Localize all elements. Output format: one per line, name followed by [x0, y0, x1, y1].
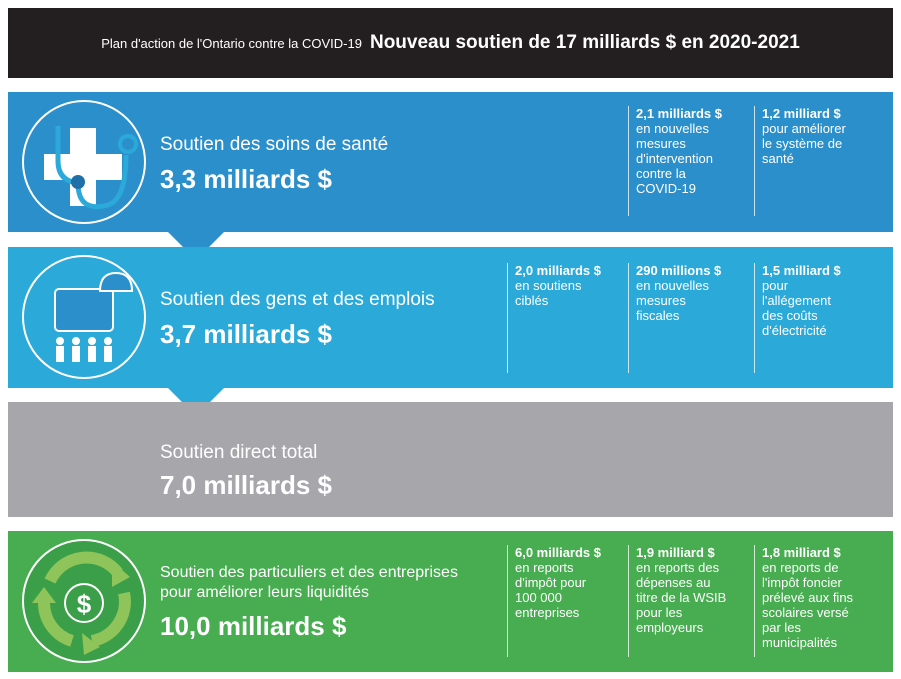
item-amount: 290 millions $	[636, 263, 722, 278]
item-amount: 1,9 milliard $	[636, 545, 715, 560]
liquidity-section: $ Soutien des particuliers et des entrep…	[8, 531, 893, 672]
item-text: en reports d'impôt pour 100 000 entrepri…	[515, 560, 587, 620]
section-amount: 7,0 milliards $	[160, 470, 332, 500]
item-amount: 6,0 milliards $	[515, 545, 601, 560]
section-label: Soutien des soins de santé	[160, 134, 389, 155]
briefcase-people-icon	[22, 255, 146, 379]
svg-text:$: $	[77, 589, 92, 619]
breakdown-item: 2,1 milliards $ en nouvelles mesures d'in…	[628, 106, 754, 216]
item-amount: 2,0 milliards $	[515, 263, 601, 278]
breakdown-item: 1,5 milliard $ pour l'allégement des coût…	[754, 263, 880, 373]
breakdown-item: 290 millions $ en nouvelles mesures fisca…	[628, 263, 754, 373]
section-amount: 10,0 milliards $	[160, 611, 347, 641]
section-label: Soutien des gens et des emplois	[160, 289, 435, 310]
section-label: Soutien direct total	[160, 442, 318, 463]
item-text: en nouvelles mesures fiscales	[636, 278, 709, 323]
direct-total-section: Soutien direct total 7,0 milliards $	[8, 402, 893, 517]
section-amount: 3,7 milliards $	[160, 319, 332, 349]
section-label: Soutien des particuliers et des entrepri…	[160, 564, 458, 601]
section-amount: 3,3 milliards $	[160, 164, 332, 194]
health-section: Soutien des soins de santé 3,3 milliards…	[8, 92, 893, 232]
stethoscope-cross-icon	[22, 100, 146, 224]
header-subtitle: Plan d'action de l'Ontario contre la COV…	[101, 35, 362, 51]
header-title: Nouveau soutien de 17 milliards $ en 202…	[369, 32, 800, 53]
breakdown-item: 1,2 milliard $ pour améliorer le système …	[754, 106, 880, 216]
breakdown-item: 1,8 milliard $ en reports de l'impôt fonc…	[754, 545, 880, 657]
item-amount: 1,2 milliard $	[762, 106, 841, 121]
people-jobs-section: Soutien des gens et des emplois 3,7 mill…	[8, 247, 893, 388]
breakdown-item: 2,0 milliards $ en soutiens ciblés	[507, 263, 633, 373]
dollar-cycle-icon: $	[22, 539, 146, 663]
item-text: pour améliorer le système de santé	[762, 121, 846, 166]
item-text: pour l'allégement des coûts d'électricit…	[762, 278, 831, 338]
item-amount: 2,1 milliards $	[636, 106, 722, 121]
item-text: en reports des dépenses au titre de la W…	[636, 560, 727, 635]
item-text: en soutiens ciblés	[515, 278, 582, 308]
item-amount: 1,5 milliard $	[762, 263, 841, 278]
breakdown-item: 1,9 milliard $ en reports des dépenses au…	[628, 545, 754, 657]
item-text: en nouvelles mesures d'intervention cont…	[636, 121, 713, 196]
header-banner: Plan d'action de l'Ontario contre la COV…	[8, 8, 893, 78]
item-text: en reports de l'impôt foncier prélevé au…	[762, 560, 854, 650]
breakdown-item: 6,0 milliards $ en reports d'impôt pour 1…	[507, 545, 633, 657]
item-amount: 1,8 milliard $	[762, 545, 841, 560]
